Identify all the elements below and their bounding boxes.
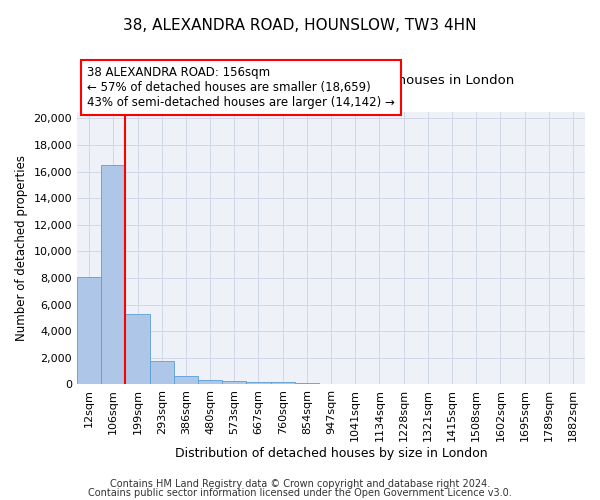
Bar xyxy=(125,314,149,384)
Bar xyxy=(295,382,319,384)
Bar xyxy=(222,381,247,384)
Text: 38, ALEXANDRA ROAD, HOUNSLOW, TW3 4HN: 38, ALEXANDRA ROAD, HOUNSLOW, TW3 4HN xyxy=(123,18,477,32)
Bar xyxy=(149,360,174,384)
Bar xyxy=(247,382,271,384)
Bar xyxy=(198,380,222,384)
Bar xyxy=(101,165,125,384)
Title: Size of property relative to detached houses in London: Size of property relative to detached ho… xyxy=(148,74,514,87)
Bar xyxy=(174,376,198,384)
Bar xyxy=(77,276,101,384)
Text: Contains HM Land Registry data © Crown copyright and database right 2024.: Contains HM Land Registry data © Crown c… xyxy=(110,479,490,489)
Y-axis label: Number of detached properties: Number of detached properties xyxy=(15,155,28,341)
Text: 38 ALEXANDRA ROAD: 156sqm
← 57% of detached houses are smaller (18,659)
43% of s: 38 ALEXANDRA ROAD: 156sqm ← 57% of detac… xyxy=(87,66,395,109)
Text: Contains public sector information licensed under the Open Government Licence v3: Contains public sector information licen… xyxy=(88,488,512,498)
X-axis label: Distribution of detached houses by size in London: Distribution of detached houses by size … xyxy=(175,447,487,460)
Bar xyxy=(271,382,295,384)
